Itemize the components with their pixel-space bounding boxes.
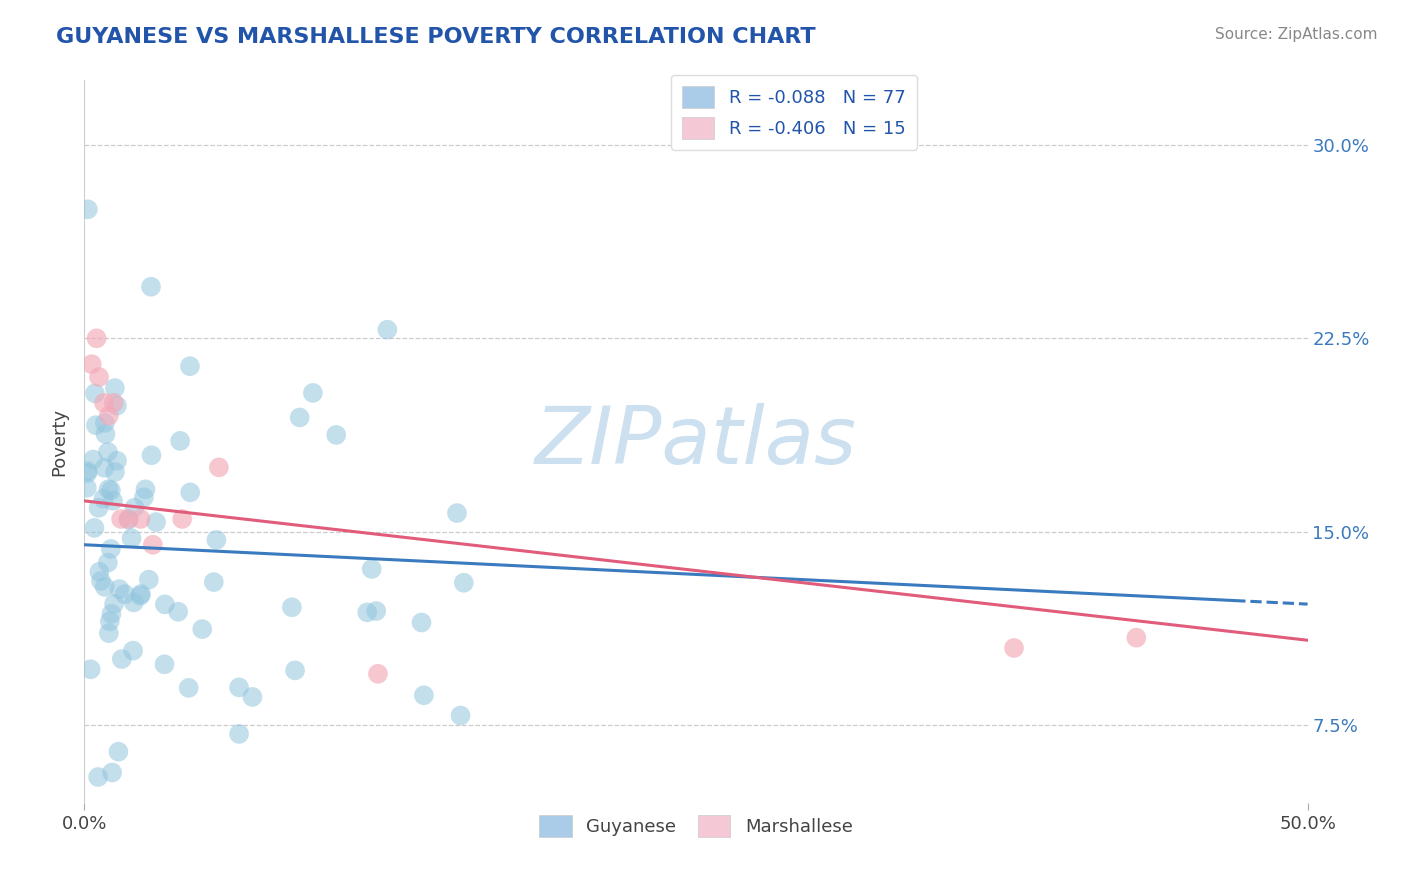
Point xyxy=(228,727,250,741)
Point xyxy=(360,562,382,576)
Point xyxy=(97,556,120,570)
Point xyxy=(153,657,176,672)
Point xyxy=(87,770,110,784)
Point xyxy=(172,512,194,526)
Point xyxy=(205,533,228,547)
Point xyxy=(107,745,129,759)
Text: GUYANESE VS MARSHALLESE POVERTY CORRELATION CHART: GUYANESE VS MARSHALLESE POVERTY CORRELAT… xyxy=(56,27,815,46)
Point xyxy=(101,493,124,508)
Point xyxy=(356,605,378,619)
Point xyxy=(90,574,112,588)
Point xyxy=(89,565,111,579)
Point xyxy=(117,512,139,526)
Point xyxy=(114,587,136,601)
Point xyxy=(105,453,128,467)
Point xyxy=(121,531,143,545)
Point xyxy=(411,615,433,630)
Point xyxy=(105,399,128,413)
Point xyxy=(76,464,98,478)
Point xyxy=(76,466,98,480)
Point xyxy=(450,708,472,723)
Point xyxy=(83,521,105,535)
Point xyxy=(446,506,468,520)
Point xyxy=(104,465,127,479)
Point xyxy=(93,461,115,475)
Point xyxy=(228,681,250,695)
Point xyxy=(122,595,145,609)
Point xyxy=(97,626,120,640)
Point xyxy=(366,604,388,618)
Point xyxy=(108,582,131,596)
Legend: Guyanese, Marshallese: Guyanese, Marshallese xyxy=(531,808,860,845)
Point xyxy=(97,409,120,423)
Point xyxy=(153,598,176,612)
Point xyxy=(1002,640,1025,655)
Point xyxy=(377,323,399,337)
Point xyxy=(124,500,146,515)
Point xyxy=(169,434,191,448)
Point xyxy=(139,279,162,293)
Point xyxy=(80,357,103,371)
Point xyxy=(93,396,115,410)
Point xyxy=(281,600,304,615)
Point xyxy=(87,500,110,515)
Point xyxy=(284,664,307,678)
Point xyxy=(142,538,165,552)
Point xyxy=(129,589,152,603)
Point xyxy=(412,688,434,702)
Point xyxy=(97,445,120,459)
Point xyxy=(134,483,156,497)
Point xyxy=(97,482,120,496)
Point xyxy=(302,385,325,400)
Point xyxy=(129,587,152,601)
Point xyxy=(138,573,160,587)
Point xyxy=(79,662,101,676)
Point xyxy=(141,448,163,462)
Point xyxy=(104,381,127,395)
Point xyxy=(177,681,200,695)
Point xyxy=(111,652,134,666)
Point xyxy=(242,690,264,704)
Text: Source: ZipAtlas.com: Source: ZipAtlas.com xyxy=(1215,27,1378,42)
Point xyxy=(179,359,201,374)
Point xyxy=(93,491,115,506)
Point xyxy=(122,643,145,657)
Point xyxy=(100,541,122,556)
Point xyxy=(208,460,231,475)
Point xyxy=(179,485,201,500)
Point xyxy=(453,575,475,590)
Point xyxy=(103,597,125,611)
Point xyxy=(367,666,389,681)
Point xyxy=(129,512,152,526)
Text: ZIPatlas: ZIPatlas xyxy=(534,402,858,481)
Point xyxy=(202,575,225,590)
Point xyxy=(167,605,190,619)
Point xyxy=(76,202,98,217)
Point xyxy=(82,452,104,467)
Point xyxy=(118,513,141,527)
Point xyxy=(132,491,155,505)
Point xyxy=(325,428,347,442)
Point xyxy=(94,427,117,442)
Point xyxy=(84,418,107,433)
Point xyxy=(191,622,214,636)
Point xyxy=(87,370,110,384)
Point xyxy=(98,615,121,629)
Y-axis label: Poverty: Poverty xyxy=(51,408,69,475)
Point xyxy=(86,331,108,345)
Point xyxy=(101,765,124,780)
Point xyxy=(1125,631,1147,645)
Point xyxy=(100,607,122,621)
Point xyxy=(100,483,122,498)
Point xyxy=(76,481,98,495)
Point xyxy=(94,416,117,430)
Point xyxy=(84,386,107,401)
Point xyxy=(103,396,125,410)
Point xyxy=(93,580,115,594)
Point xyxy=(110,512,132,526)
Point xyxy=(145,515,167,529)
Point xyxy=(288,410,311,425)
